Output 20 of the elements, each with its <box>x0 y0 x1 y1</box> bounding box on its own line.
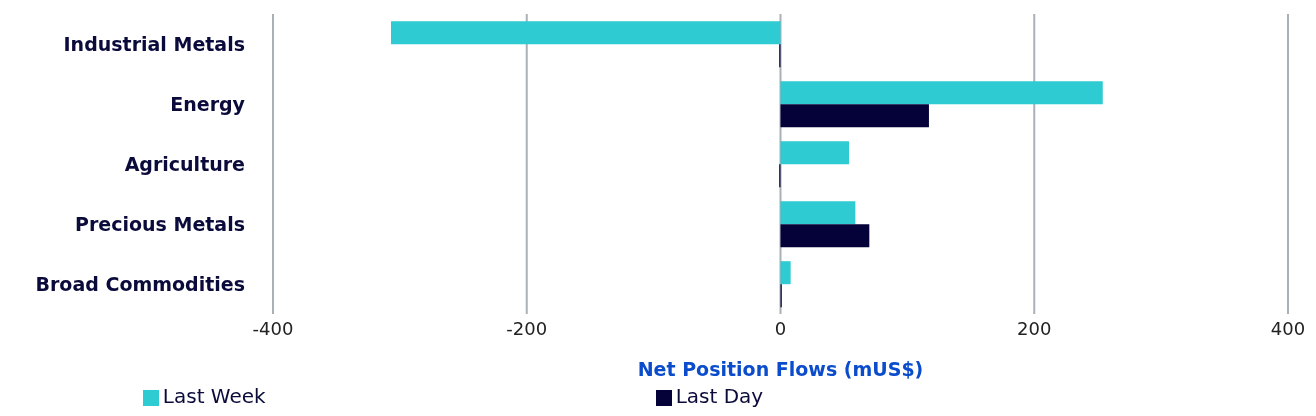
x-tick-label: -400 <box>252 317 294 339</box>
y-tick-label: Industrial Metals <box>63 32 245 55</box>
x-tick-label: -200 <box>506 317 548 339</box>
y-tick-label: Agriculture <box>124 152 245 175</box>
bar <box>780 104 929 128</box>
bar <box>780 224 870 248</box>
y-tick-label: Precious Metals <box>75 212 245 235</box>
y-tick-label: Broad Commodities <box>35 272 245 295</box>
bar <box>780 201 856 225</box>
bar <box>780 141 850 165</box>
x-tick-label: 0 <box>774 317 787 339</box>
bar <box>390 21 781 45</box>
y-tick-label: Energy <box>170 92 246 115</box>
legend-label: Last Week <box>162 384 266 408</box>
bar <box>780 81 1103 105</box>
x-tick-label: 200 <box>1017 317 1052 339</box>
legend-label: Last Day <box>675 384 764 408</box>
x-axis-title: Net Position Flows (mUS$) <box>637 358 924 380</box>
bar <box>780 261 791 285</box>
x-tick-label: 400 <box>1270 317 1306 339</box>
